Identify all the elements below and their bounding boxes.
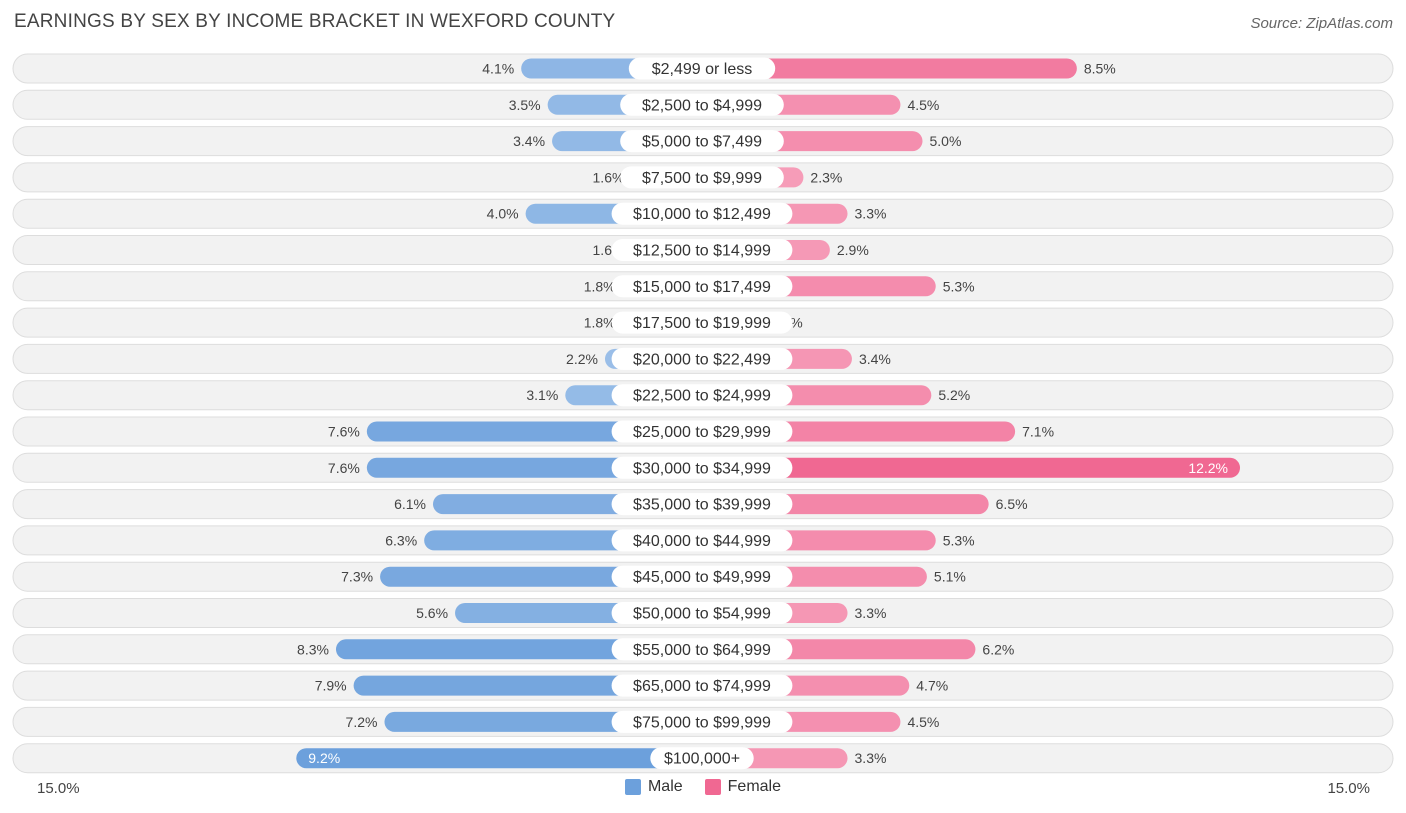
category-label: $25,000 to $29,999 (633, 424, 771, 441)
category-label: $30,000 to $34,999 (633, 460, 771, 477)
female-value-label: 12.2% (1188, 460, 1228, 476)
category-label: $15,000 to $17,499 (633, 279, 771, 296)
category-label: $45,000 to $49,999 (633, 569, 771, 586)
category-pill (620, 130, 784, 153)
female-value-label: 6.5% (996, 496, 1028, 512)
male-value-label: 7.6% (328, 460, 360, 476)
category-pill (620, 166, 784, 189)
legend: Male Female (0, 778, 1406, 796)
male-value-label: 4.0% (487, 206, 519, 222)
category-label: $7,500 to $9,999 (642, 170, 762, 187)
female-value-label: 5.2% (938, 387, 970, 403)
female-value-label: 5.0% (930, 133, 962, 149)
category-pill (611, 275, 793, 298)
female-value-label: 5.3% (943, 532, 975, 548)
category-label: $2,499 or less (652, 61, 753, 78)
category-label: $17,500 to $19,999 (633, 315, 771, 332)
female-bar (702, 457, 1241, 478)
category-pill (611, 420, 793, 443)
category-pill (611, 638, 793, 661)
male-value-label: 1.8% (584, 315, 616, 331)
category-pill (611, 602, 793, 624)
category-pill (611, 347, 793, 370)
female-value-label: 3.3% (855, 206, 887, 222)
category-label: $50,000 to $54,999 (633, 606, 771, 623)
male-value-label: 3.4% (513, 133, 545, 149)
category-label: $22,500 to $24,999 (633, 388, 771, 405)
source-credit: Source: ZipAtlas.com (1250, 15, 1393, 32)
legend-label-female: Female (727, 778, 782, 795)
male-value-label: 7.2% (346, 714, 378, 730)
male-swatch-icon (624, 779, 641, 795)
male-value-label: 1.8% (584, 278, 616, 294)
female-value-label: 4.5% (907, 714, 939, 730)
female-value-label: 5.3% (943, 278, 975, 294)
category-pill (611, 565, 793, 588)
female-value-label: 3.3% (855, 750, 887, 766)
female-value-label: 7.1% (1022, 424, 1054, 440)
category-pill (628, 57, 776, 80)
category-pill (611, 311, 793, 334)
category-label: $10,000 to $12,499 (633, 206, 771, 223)
category-pill (611, 674, 793, 697)
male-value-label: 3.1% (526, 387, 558, 403)
category-pill (611, 493, 793, 516)
category-label: $55,000 to $64,999 (633, 642, 771, 659)
male-value-label: 7.6% (328, 424, 360, 440)
category-label: $75,000 to $99,999 (633, 714, 771, 731)
male-value-label: 8.3% (297, 641, 329, 657)
category-label: $12,500 to $14,999 (633, 243, 771, 260)
chart-area: 4.1% 8.5% $2,499 or less 3.5% 4.5% $2,500 to … (12, 53, 1394, 774)
category-label: $20,000 to $22,499 (633, 351, 771, 368)
male-value-label: 7.9% (315, 678, 347, 694)
female-swatch-icon (704, 779, 721, 795)
legend-item-male: Male (624, 778, 683, 796)
male-value-label: 9.2% (308, 750, 340, 766)
male-value-label: 6.1% (394, 496, 426, 512)
male-value-label: 4.1% (482, 61, 514, 77)
male-value-label: 3.5% (509, 97, 541, 113)
male-bar (335, 639, 702, 660)
male-value-label: 1.6% (593, 169, 625, 185)
female-value-label: 3.4% (859, 351, 891, 367)
female-value-label: 6.2% (982, 641, 1014, 657)
category-pill (611, 456, 793, 479)
female-value-label: 4.5% (907, 97, 939, 113)
axis-max-label: 15.0% (1327, 780, 1370, 797)
female-value-label: 2.3% (810, 169, 842, 185)
category-label: $5,000 to $7,499 (642, 134, 762, 151)
male-value-label: 2.2% (566, 351, 598, 367)
category-label: $2,500 to $4,999 (642, 97, 762, 114)
axis-min-label: 15.0% (37, 780, 80, 797)
female-value-label: 2.9% (837, 242, 869, 258)
category-pill (611, 384, 793, 407)
category-pill (611, 529, 793, 552)
category-label: $100,000+ (664, 751, 740, 768)
category-pill (611, 202, 793, 225)
female-value-label: 5.1% (934, 569, 966, 585)
male-value-label: 7.3% (341, 569, 373, 585)
category-pill (650, 747, 754, 770)
chart-title: EARNINGS BY SEX BY INCOME BRACKET IN WEX… (14, 11, 616, 32)
female-value-label: 3.3% (855, 605, 887, 621)
legend-label-male: Male (647, 778, 683, 795)
legend-item-female: Female (704, 778, 782, 796)
female-value-label: 8.5% (1084, 61, 1116, 77)
male-bar (296, 748, 702, 769)
female-bar (702, 58, 1077, 79)
category-label: $35,000 to $39,999 (633, 497, 771, 514)
category-label: $65,000 to $74,999 (633, 678, 771, 695)
female-value-label: 4.7% (916, 678, 948, 694)
category-pill (620, 93, 784, 116)
male-value-label: 6.3% (385, 532, 417, 548)
category-pill (611, 239, 793, 261)
category-pill (611, 710, 793, 733)
male-value-label: 5.6% (416, 605, 448, 621)
category-label: $40,000 to $44,999 (633, 533, 771, 550)
